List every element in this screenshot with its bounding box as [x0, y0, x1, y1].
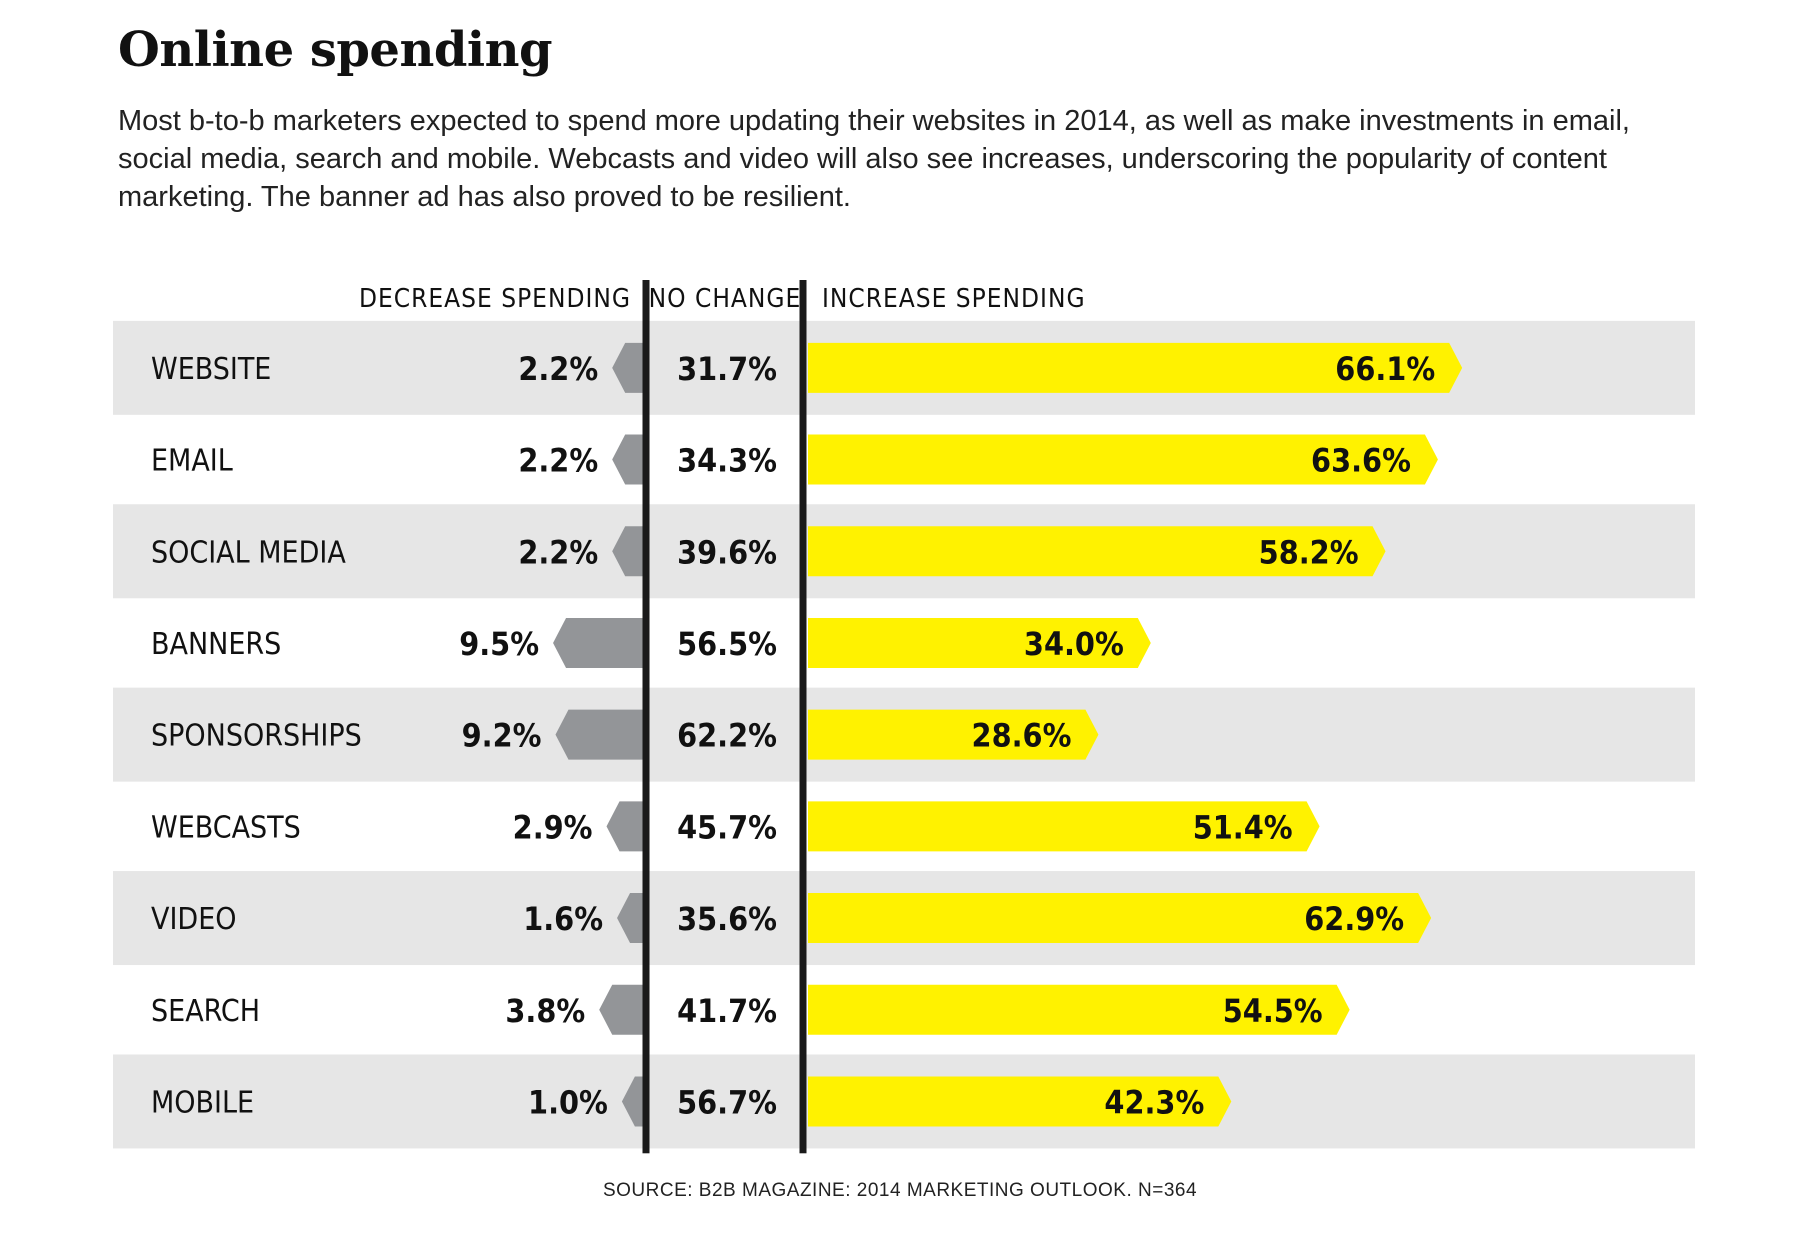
no-change-value-label: 41.7% — [677, 992, 777, 1030]
decrease-bar — [617, 893, 643, 944]
increase-value-label: 42.3% — [1104, 1083, 1204, 1121]
no-change-value-label: 56.5% — [677, 625, 777, 663]
increase-value-label: 58.2% — [1259, 533, 1359, 571]
decrease-bar — [612, 434, 643, 485]
chart-title: Online spending — [118, 22, 553, 78]
increase-value-label: 62.9% — [1304, 900, 1404, 938]
increase-bar — [808, 801, 1320, 852]
decrease-value-label: 2.2% — [518, 350, 598, 388]
category-label: MOBILE — [151, 1085, 254, 1120]
increase-bar — [808, 617, 1151, 668]
category-label: BANNERS — [151, 627, 281, 662]
decrease-bar — [555, 709, 643, 760]
decrease-value-label: 2.9% — [513, 808, 593, 846]
decrease-value-label: 9.5% — [459, 625, 539, 663]
increase-value-label: 51.4% — [1193, 808, 1293, 846]
column-divider — [642, 280, 650, 1154]
increase-bar — [808, 709, 1099, 760]
decrease-bar — [606, 801, 643, 852]
no-change-value-label: 35.6% — [677, 900, 777, 938]
increase-value-label: 66.1% — [1335, 350, 1435, 388]
decrease-value-label: 2.2% — [518, 442, 598, 480]
increase-value-label: 63.6% — [1311, 442, 1411, 480]
source-note: SOURCE: B2B MAGAZINE: 2014 MARKETING OUT… — [602, 1180, 1198, 1201]
decrease-bar — [553, 617, 643, 668]
increase-bar — [808, 984, 1350, 1035]
category-label: WEBSITE — [151, 352, 271, 387]
increase-value-label: 54.5% — [1223, 992, 1323, 1030]
decrease-bar — [599, 984, 643, 1035]
decrease-value-label: 1.0% — [528, 1083, 608, 1121]
decrease-value-label: 2.2% — [518, 533, 598, 571]
column-header: DECREASE SPENDING — [359, 284, 631, 314]
no-change-value-label: 31.7% — [677, 350, 777, 388]
category-label: WEBCASTS — [151, 810, 301, 845]
decrease-bar — [612, 342, 643, 393]
increase-bar — [808, 526, 1386, 577]
category-label: EMAIL — [151, 444, 233, 479]
increase-bar — [808, 342, 1463, 393]
category-label: SOCIAL MEDIA — [151, 535, 346, 570]
increase-bar — [808, 893, 1432, 944]
category-label: VIDEO — [151, 902, 237, 937]
increase-value-label: 28.6% — [972, 717, 1072, 755]
decrease-value-label: 1.6% — [523, 900, 603, 938]
no-change-value-label: 45.7% — [677, 808, 777, 846]
increase-value-label: 34.0% — [1024, 625, 1124, 663]
decrease-value-label: 9.2% — [462, 717, 542, 755]
decrease-value-label: 3.8% — [505, 992, 585, 1030]
category-label: SEARCH — [151, 994, 260, 1029]
no-change-value-label: 39.6% — [677, 533, 777, 571]
decrease-bar — [621, 1076, 643, 1127]
column-divider — [799, 280, 807, 1154]
no-change-value-label: 56.7% — [677, 1083, 777, 1121]
increase-bar — [808, 1076, 1232, 1127]
chart-subtitle: Most b-to-b marketers expected to spend … — [118, 105, 1630, 213]
decrease-bar — [612, 526, 643, 577]
no-change-value-label: 34.3% — [677, 442, 777, 480]
increase-bar — [808, 434, 1438, 485]
column-header: INCREASE SPENDING — [822, 284, 1086, 314]
no-change-value-label: 62.2% — [677, 717, 777, 755]
category-label: SPONSORSHIPS — [151, 719, 362, 754]
column-header: NO CHANGE — [649, 284, 802, 314]
